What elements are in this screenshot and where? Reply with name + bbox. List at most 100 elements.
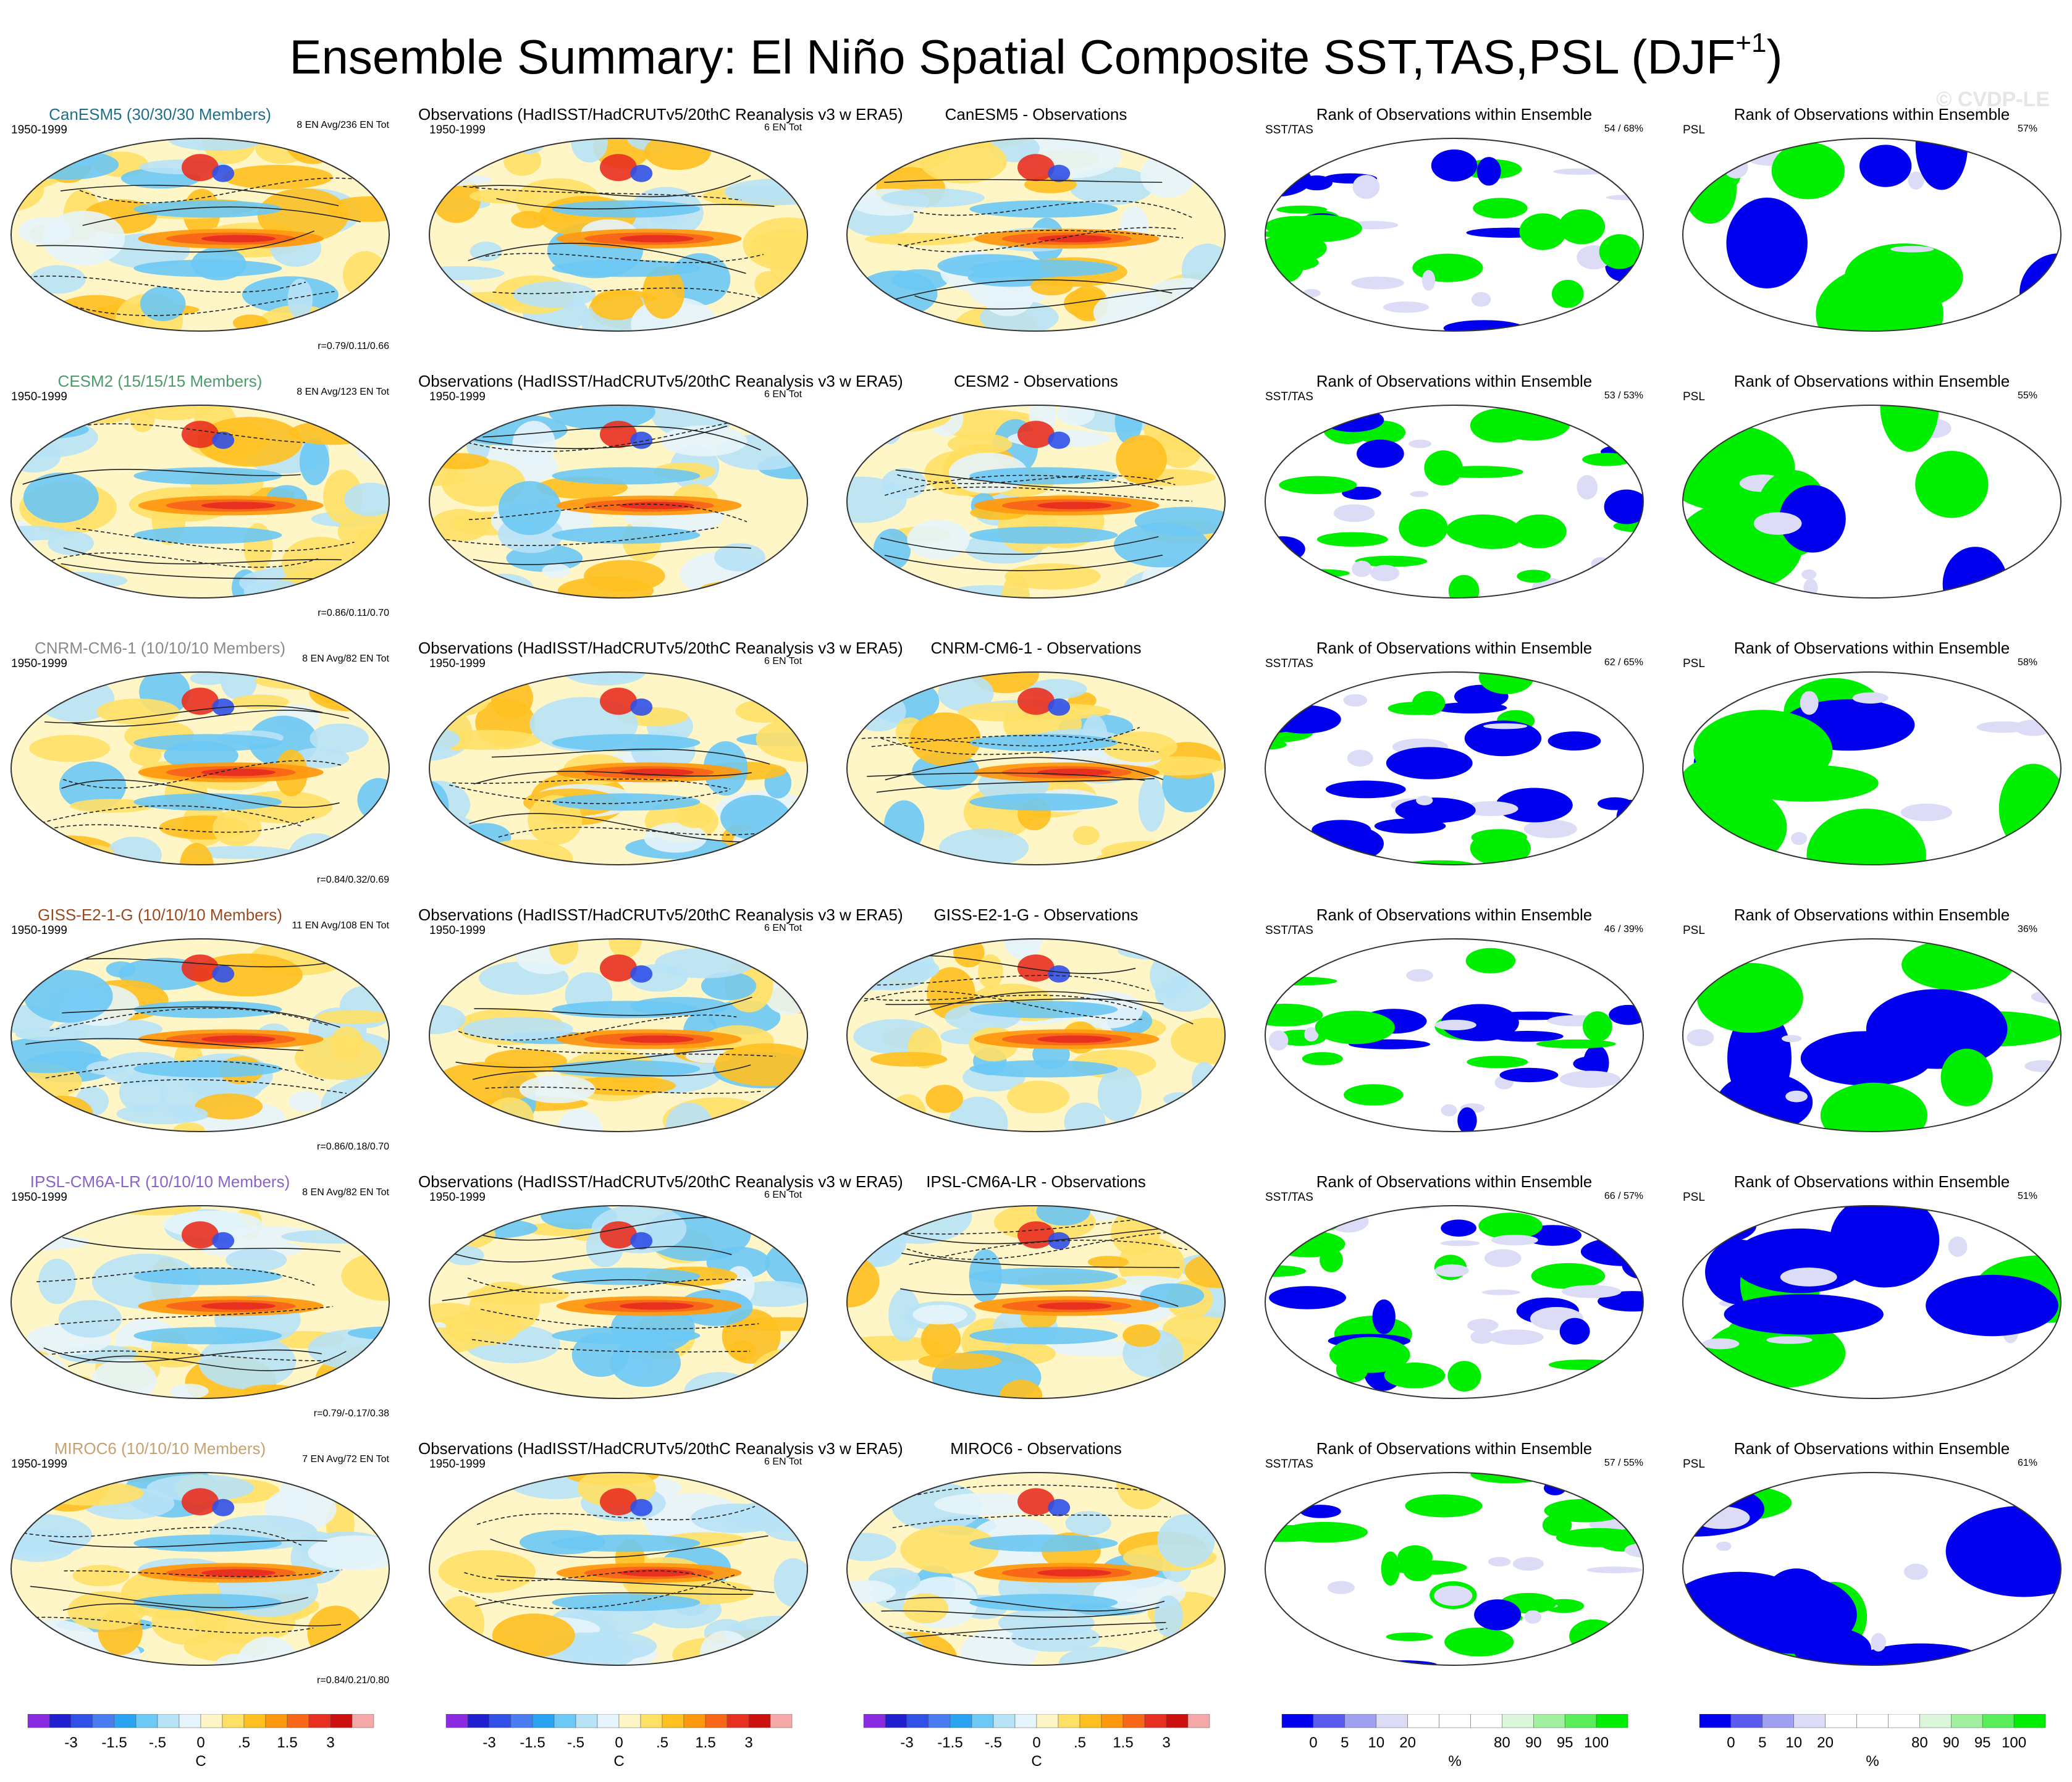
sst-tas-label: SST/TAS xyxy=(1265,390,1313,403)
colorbar-swatch xyxy=(308,1713,331,1728)
psl-rank-map xyxy=(1680,670,2063,867)
sst-tas-label: SST/TAS xyxy=(1265,124,1313,137)
colorbar-unit: % xyxy=(1448,1753,1461,1770)
psl-rank-map xyxy=(1680,1470,2063,1668)
colorbar-tick-label: -3 xyxy=(482,1734,495,1751)
colorbar-tick-label: .5 xyxy=(656,1734,668,1751)
psl-rank-map xyxy=(1680,136,2063,334)
rank-sst-percent: 46 / 39% xyxy=(1604,924,1643,935)
diff-title: GISS-E2-1-G - Observations xyxy=(933,906,1139,924)
obs-en-info: 6 EN Tot xyxy=(764,923,802,933)
colorbar-swatch xyxy=(1187,1713,1210,1728)
period-label: 1950-1999 xyxy=(11,657,67,670)
colorbar-tick-label: -1.5 xyxy=(937,1734,962,1751)
psl-rank-map xyxy=(1680,403,2063,600)
colorbar-swatch xyxy=(1856,1713,1889,1728)
colorbar-swatch xyxy=(157,1713,180,1728)
colorbar-unit: C xyxy=(613,1753,624,1770)
sst-rank-map xyxy=(1263,136,1646,334)
pattern-correlation: r=0.79/-0.17/0.38 xyxy=(313,1408,389,1419)
rank-sst-percent: 53 / 53% xyxy=(1604,390,1643,401)
en-info: 8 EN Avg/82 EN Tot xyxy=(302,654,389,664)
pattern-correlation: r=0.86/0.18/0.70 xyxy=(317,1141,389,1152)
colorbar-swatch xyxy=(597,1713,620,1728)
rank-title: Rank of Observations within Ensemble xyxy=(1316,372,1593,390)
colorbar-tick-label: 100 xyxy=(1584,1734,1609,1751)
rank-psl-percent: 61% xyxy=(2018,1458,2038,1468)
colorbar-swatch xyxy=(971,1713,994,1728)
colorbar-swatch xyxy=(640,1713,663,1728)
colorbar-swatch xyxy=(1014,1713,1037,1728)
sst-composite-map xyxy=(9,1470,392,1668)
sst-tas-label: SST/TAS xyxy=(1265,657,1313,670)
colorbar-tick-label: 80 xyxy=(1494,1734,1510,1751)
colorbar-tick-label: 1.5 xyxy=(1113,1734,1133,1751)
model-title: CanESM5 (30/30/30 Members) xyxy=(49,105,271,124)
colorbar-swatch xyxy=(1407,1713,1439,1728)
obs-en-info: 6 EN Tot xyxy=(764,656,802,666)
psl-label: PSL xyxy=(1683,1191,1705,1204)
colorbar-swatch xyxy=(705,1713,728,1728)
psl-label: PSL xyxy=(1683,390,1705,403)
colorbar-tick-label: -.5 xyxy=(567,1734,584,1751)
colorbar-swatch xyxy=(575,1713,598,1728)
sst-rank-map xyxy=(1263,1203,1646,1401)
colorbar-swatch xyxy=(1730,1713,1763,1728)
colorbar-swatch xyxy=(1101,1713,1124,1728)
sst-composite-map xyxy=(844,136,1228,334)
colorbar-swatch xyxy=(1376,1713,1408,1728)
period-label: 1950-1999 xyxy=(11,1458,67,1471)
colorbar-unit: C xyxy=(1031,1753,1042,1770)
colorbar-tick-label: 0 xyxy=(196,1734,204,1751)
colorbar-swatch xyxy=(748,1713,771,1728)
colorbar-tick-label: 80 xyxy=(1911,1734,1928,1751)
colorbar-swatch xyxy=(352,1713,374,1728)
obs-title: Observations (HadISST/HadCRUTv5/20thC Re… xyxy=(418,1172,903,1191)
rank-psl-percent: 36% xyxy=(2018,924,2038,935)
period-label: 1950-1999 xyxy=(429,124,486,137)
pattern-correlation: r=0.79/0.11/0.66 xyxy=(318,341,389,351)
rank-colorbar: 0 5 10 20 80 90 95 100% xyxy=(1270,1713,1640,1776)
colorbar-swatch xyxy=(114,1713,137,1728)
obs-en-info: 6 EN Tot xyxy=(764,122,802,133)
colorbar-tick-label: -1.5 xyxy=(101,1734,127,1751)
colorbar-swatch xyxy=(532,1713,555,1728)
rank-title: Rank of Observations within Ensemble xyxy=(1733,1172,2010,1191)
rank-title: Rank of Observations within Ensemble xyxy=(1733,372,2010,390)
colorbar-swatch xyxy=(1058,1713,1080,1728)
sst-composite-map xyxy=(844,403,1228,600)
en-info: 8 EN Avg/123 EN Tot xyxy=(297,387,389,397)
rank-psl-percent: 51% xyxy=(2018,1191,2038,1201)
colorbar-swatch xyxy=(1533,1713,1565,1728)
rank-psl-percent: 57% xyxy=(2018,124,2038,134)
sst-composite-map xyxy=(844,670,1228,867)
rank-title: Rank of Observations within Ensemble xyxy=(1316,639,1593,657)
colorbar-unit: C xyxy=(195,1753,206,1770)
colorbar-swatch xyxy=(1344,1713,1376,1728)
sst-rank-map xyxy=(1263,936,1646,1134)
period-label: 1950-1999 xyxy=(429,1191,486,1204)
rank-sst-percent: 57 / 55% xyxy=(1604,1458,1643,1468)
colorbar-swatch xyxy=(726,1713,749,1728)
obs-en-info: 6 EN Tot xyxy=(764,1456,802,1467)
period-label: 1950-1999 xyxy=(11,1191,67,1204)
rank-title: Rank of Observations within Ensemble xyxy=(1316,1172,1593,1191)
pattern-correlation: r=0.84/0.32/0.69 xyxy=(317,875,389,885)
diff-title: IPSL-CM6A-LR - Observations xyxy=(926,1172,1146,1191)
colorbar-swatch xyxy=(1699,1713,1732,1728)
colorbar-swatch xyxy=(993,1713,1016,1728)
period-label: 1950-1999 xyxy=(429,924,486,937)
rank-title: Rank of Observations within Ensemble xyxy=(1733,639,2010,657)
colorbar-tick-label: 1.5 xyxy=(695,1734,715,1751)
colorbar-swatch xyxy=(906,1713,929,1728)
colorbar-unit: % xyxy=(1866,1753,1879,1770)
colorbar-swatch xyxy=(49,1713,72,1728)
pattern-correlation: r=0.84/0.21/0.80 xyxy=(317,1675,389,1686)
colorbar-swatch xyxy=(1825,1713,1857,1728)
colorbar-swatch xyxy=(683,1713,706,1728)
sst-tas-label: SST/TAS xyxy=(1265,1458,1313,1471)
en-info: 7 EN Avg/72 EN Tot xyxy=(302,1454,389,1465)
colorbar-tick-label: 95 xyxy=(1557,1734,1573,1751)
diff-title: CanESM5 - Observations xyxy=(945,105,1127,124)
colorbar-tick-label: 0 xyxy=(615,1734,623,1751)
